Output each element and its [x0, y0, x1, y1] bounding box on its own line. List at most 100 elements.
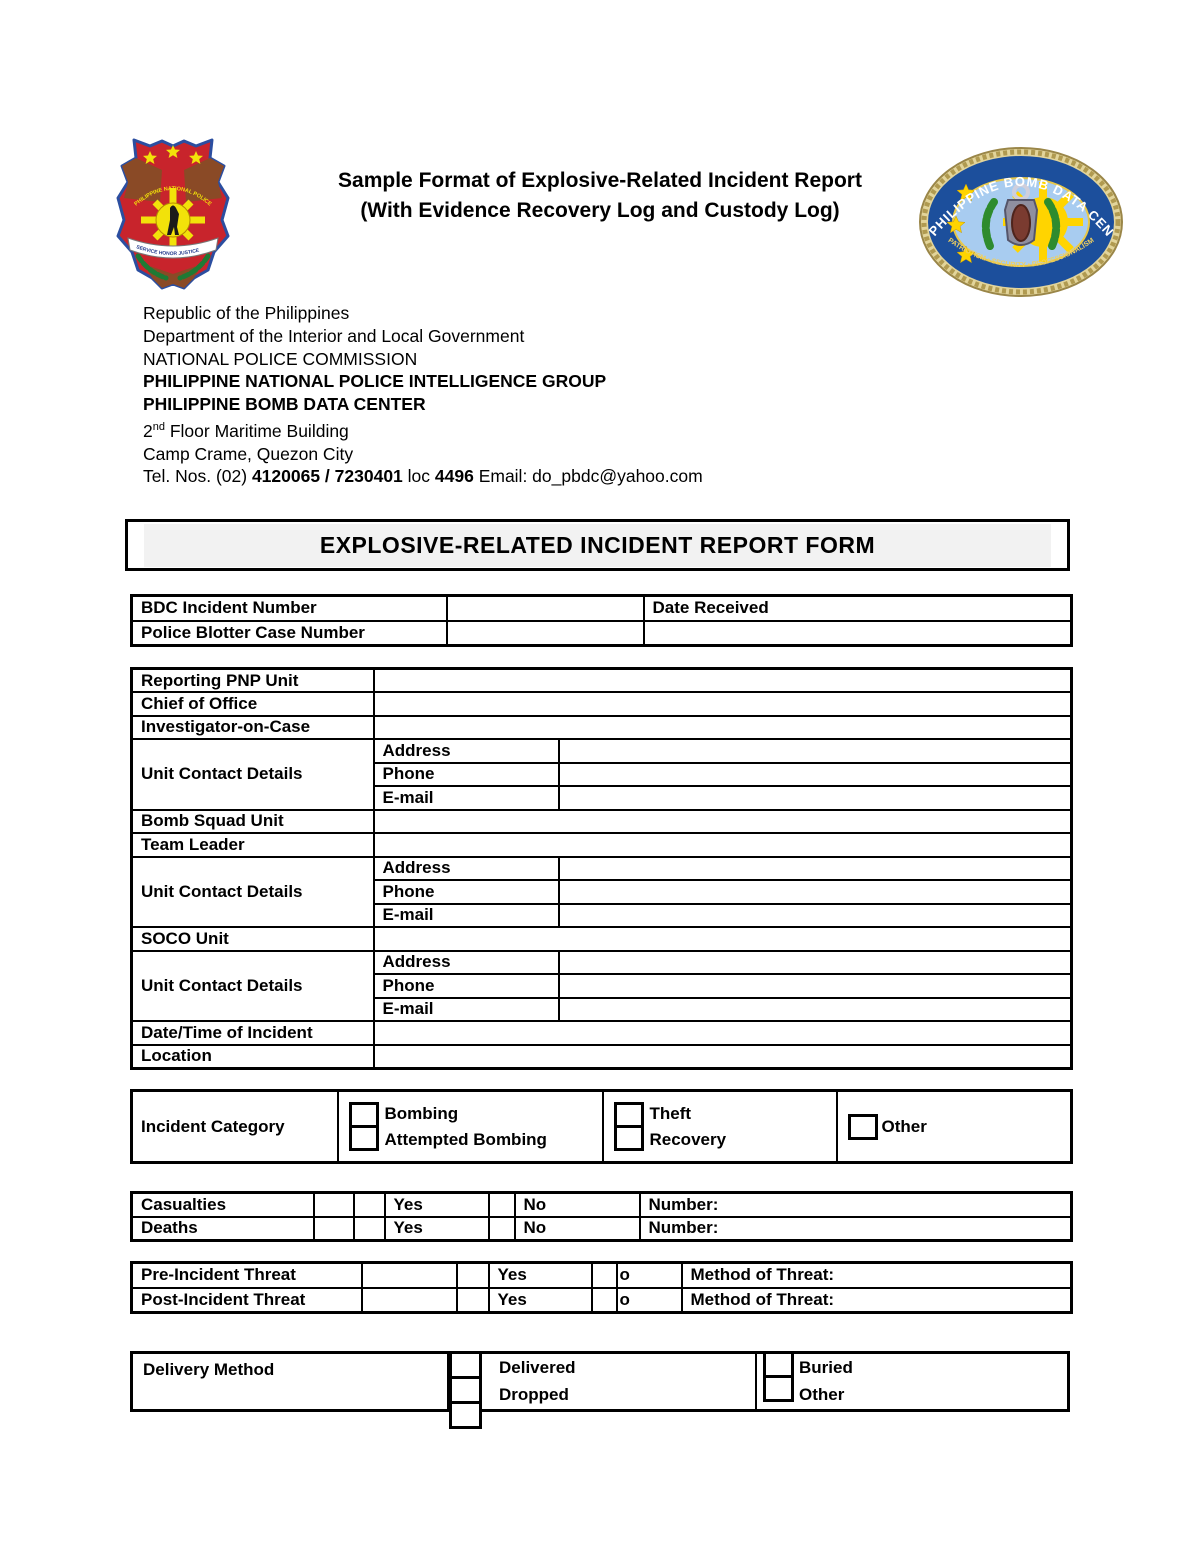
soco-contact-details-label: Unit Contact Details [130, 949, 375, 1022]
soco-unit-input-cell[interactable] [372, 926, 1073, 952]
checkbox-delivered[interactable] [449, 1351, 482, 1379]
bombing-label: Bombing [384, 1103, 459, 1123]
table-row: Chief of Office [130, 691, 1073, 717]
reporting-email-input-cell[interactable] [557, 785, 1073, 811]
address-label: Address [372, 738, 560, 764]
table-row: Unit Contact Details Address [130, 855, 1073, 928]
reporting-contact-details-label: Unit Contact Details [130, 738, 375, 811]
datetime-of-incident-input-cell[interactable] [372, 1020, 1073, 1046]
bdc-incident-number-input-cell[interactable] [445, 594, 645, 622]
deaths-label: Deaths [130, 1215, 315, 1242]
table-row: Deaths Yes No Number: [130, 1215, 1073, 1242]
incident-category-label: Incident Category [130, 1089, 339, 1164]
table-row: Post-Incident Threat Yes o Method of Thr… [130, 1286, 1073, 1314]
checkbox-other[interactable] [847, 1113, 878, 1140]
checkbox-other-delivery[interactable] [763, 1375, 794, 1402]
date-received-label: Date Received [642, 594, 1073, 622]
bomb-squad-phone-input-cell[interactable] [557, 879, 1073, 905]
delivery-checkbox-stack [449, 1351, 482, 1429]
pre-threat-yes-checkbox-cell[interactable] [455, 1261, 490, 1289]
soco-unit-label: SOCO Unit [130, 926, 375, 952]
no-label-clipped: o [615, 1286, 683, 1314]
attempted-bombing-label: Attempted Bombing [384, 1129, 547, 1149]
reporting-phone-input-cell[interactable] [557, 761, 1073, 787]
letterhead-line-camp: Camp Crame, Quezon City [143, 443, 354, 464]
method-of-threat-label: Method of Threat: [680, 1286, 1073, 1314]
casualties-yes-checkbox-cell[interactable] [352, 1191, 386, 1218]
location-input-cell[interactable] [372, 1043, 1073, 1069]
checkbox-delivery-blank[interactable] [449, 1401, 482, 1429]
yes-label: Yes [487, 1286, 593, 1314]
soco-address-input-cell[interactable] [557, 949, 1073, 975]
post-threat-blank-cell [360, 1286, 458, 1314]
pnp-stars-icon [143, 145, 203, 164]
letterhead-line-floor: 2nd Floor Maritime Building [143, 420, 349, 441]
letterhead-line-napolcom: NATIONAL POLICE COMMISSION [143, 348, 418, 369]
police-blotter-input-cell[interactable] [445, 619, 645, 647]
letterhead-line-contact: Tel. Nos. (02) 4120065 / 7230401 loc 449… [143, 466, 703, 487]
table-row: Investigator-on-Case [130, 714, 1073, 740]
reporting-address-input-cell[interactable] [557, 738, 1073, 764]
letterhead: Republic of the Philippines Department o… [143, 302, 703, 488]
chief-of-office-input-cell[interactable] [372, 691, 1073, 717]
pbdc-seal-logo: PHILIPPINE BOMB DATA CENTER PATRIOTISM •… [918, 146, 1123, 297]
letterhead-line-intel-group: PHILIPPINE NATIONAL POLICE INTELLIGENCE … [143, 371, 607, 392]
title-line-2: (With Evidence Recovery Log and Custody … [360, 199, 840, 222]
delivered-label: Delivered [499, 1358, 576, 1377]
other-delivery-label: Other [799, 1385, 845, 1404]
bomb-squad-address-input-cell[interactable] [557, 855, 1073, 881]
theft-label: Theft [649, 1103, 692, 1123]
other-label: Other [881, 1116, 927, 1136]
investigator-label: Investigator-on-Case [130, 714, 375, 740]
checkbox-recovery[interactable] [613, 1125, 644, 1151]
pnp-seal-logo: PHILIPPINE NATIONAL POLICE SERVICE HONOR… [116, 138, 230, 290]
yes-label: Yes [383, 1215, 490, 1242]
no-label: No [513, 1191, 641, 1218]
soco-email-input-cell[interactable] [557, 996, 1073, 1022]
checkbox-buried[interactable] [763, 1351, 794, 1378]
phone-label: Phone [372, 879, 560, 905]
table-row: Location [130, 1043, 1073, 1069]
police-blotter-label: Police Blotter Case Number [130, 619, 448, 647]
casualties-label: Casualties [130, 1191, 315, 1218]
category-bombing-cell: Bombing Attempted Bombing [336, 1089, 604, 1164]
datetime-of-incident-label: Date/Time of Incident [130, 1020, 375, 1046]
checkbox-attempted-bombing[interactable] [348, 1125, 379, 1151]
investigator-input-cell[interactable] [372, 714, 1073, 740]
team-leader-label: Team Leader [130, 832, 375, 858]
chief-of-office-label: Chief of Office [130, 691, 375, 717]
email-label: E-mail [372, 902, 560, 928]
letterhead-line-department: Department of the Interior and Local Gov… [143, 325, 525, 346]
team-leader-input-cell[interactable] [372, 832, 1073, 858]
pbdc-bomb-icon [1003, 183, 1039, 246]
phone-label: Phone [372, 761, 560, 787]
deaths-number-label: Number: [638, 1215, 1073, 1242]
reporting-unit-input-cell[interactable] [372, 667, 1073, 693]
checkbox-dropped[interactable] [449, 1376, 482, 1404]
soco-phone-input-cell[interactable] [557, 973, 1073, 999]
bomb-squad-input-cell[interactable] [372, 808, 1073, 834]
recovery-label: Recovery [649, 1129, 727, 1149]
pre-threat-no-checkbox-cell[interactable] [590, 1261, 618, 1289]
table-row: Team Leader [130, 832, 1073, 858]
deaths-no-checkbox-cell[interactable] [487, 1215, 516, 1242]
post-incident-threat-label: Post-Incident Threat [130, 1286, 363, 1314]
pnp-laurel-icon [135, 253, 211, 281]
reporting-unit-label: Reporting PNP Unit [130, 667, 375, 693]
bomb-squad-email-input-cell[interactable] [557, 902, 1073, 928]
document-title: Sample Format of Explosive-Related Incid… [0, 166, 1200, 226]
title-line-1: Sample Format of Explosive-Related Incid… [338, 169, 862, 192]
casualties-no-checkbox-cell[interactable] [487, 1191, 516, 1218]
post-threat-yes-checkbox-cell[interactable] [455, 1286, 490, 1314]
table-row: Reporting PNP Unit [130, 667, 1073, 693]
address-label: Address [372, 949, 560, 975]
dropped-label: Dropped [499, 1385, 569, 1404]
pbdc-wreath-icon [981, 198, 1061, 250]
unit-details-table: Reporting PNP Unit Chief of Office Inves… [130, 667, 1073, 1070]
date-received-input-cell[interactable] [642, 619, 1073, 647]
deaths-yes-checkbox-cell[interactable] [352, 1215, 386, 1242]
phone-label: Phone [372, 973, 560, 999]
no-label-clipped: o [615, 1261, 683, 1289]
post-threat-no-checkbox-cell[interactable] [590, 1286, 618, 1314]
